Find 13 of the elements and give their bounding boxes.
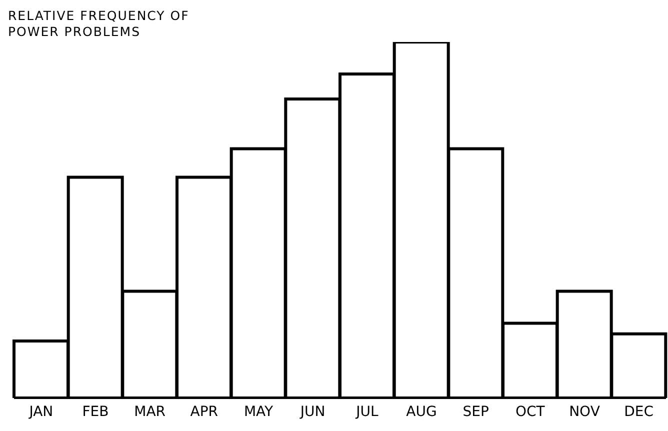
chart-title: RELATIVE FREQUENCY OF POWER PROBLEMS xyxy=(8,8,190,40)
x-tick-label: JUL xyxy=(355,404,378,420)
x-tick-label: JUN xyxy=(299,404,326,420)
x-tick-label: OCT xyxy=(515,404,546,420)
x-tick-label: SEP xyxy=(462,404,489,420)
x-tick-label: JAN xyxy=(28,404,54,420)
x-tick-label: MAR xyxy=(134,404,166,420)
x-tick-label: FEB xyxy=(82,404,109,420)
x-tick-label: APR xyxy=(190,404,218,420)
x-tick-label: MAY xyxy=(244,404,274,420)
x-tick-label: NOV xyxy=(569,404,600,420)
x-tick-label: AUG xyxy=(406,404,437,420)
x-tick-label: DEC xyxy=(624,404,654,420)
